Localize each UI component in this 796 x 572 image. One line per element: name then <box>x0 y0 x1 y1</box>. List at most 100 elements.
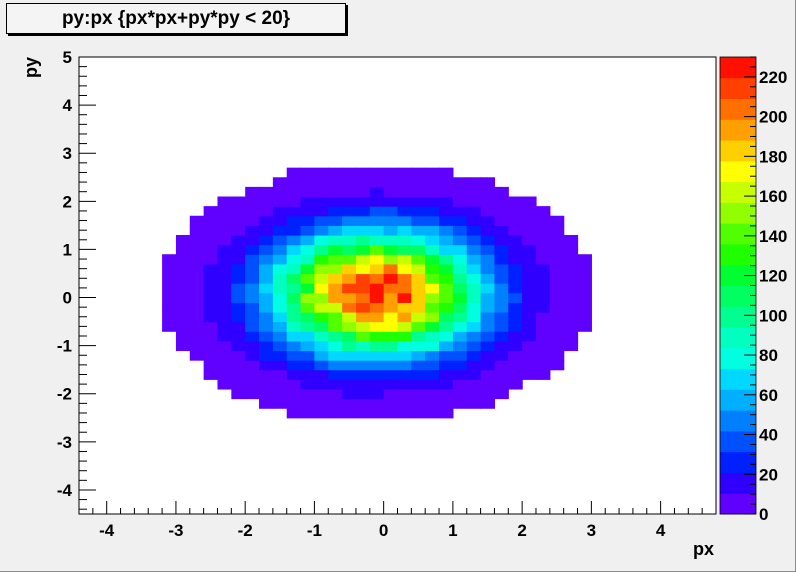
heatmap-cell <box>411 379 426 390</box>
heatmap-cell <box>494 340 509 352</box>
heatmap-cell <box>328 398 343 409</box>
heatmap-cell <box>245 321 260 332</box>
heatmap-cell <box>452 388 468 400</box>
heatmap-cell <box>162 263 177 275</box>
heatmap-cell <box>314 360 329 371</box>
heatmap-cell <box>397 283 412 294</box>
heatmap-cell <box>272 254 288 265</box>
heatmap-cell <box>466 283 482 294</box>
heatmap-cell <box>189 234 205 246</box>
heatmap-cell <box>217 292 232 303</box>
heatmap-cell <box>411 369 426 380</box>
heatmap-cell <box>259 388 274 400</box>
heatmap-cell <box>369 206 385 217</box>
heatmap-cell <box>245 292 260 303</box>
heatmap-cell <box>425 254 440 265</box>
heatmap-cell <box>397 225 412 236</box>
heatmap-cell <box>383 292 399 303</box>
heatmap-cell <box>245 196 260 207</box>
heatmap-cell <box>175 244 191 255</box>
heatmap-cell <box>328 186 343 198</box>
heatmap-cell <box>425 273 440 284</box>
heatmap-cell <box>342 177 357 188</box>
heatmap-cell <box>259 379 274 390</box>
heatmap-cell <box>286 186 302 198</box>
heatmap-cell <box>494 283 509 294</box>
heatmap-cell <box>328 302 343 313</box>
x-tick-label: -3 <box>168 521 183 540</box>
colorbar-segment <box>720 223 756 245</box>
heatmap-cell <box>272 321 288 332</box>
heatmap-cell <box>508 196 523 207</box>
heatmap-cell <box>355 283 371 294</box>
heatmap-cell <box>439 225 454 236</box>
heatmap-cell <box>549 321 565 332</box>
heatmap-cell <box>203 311 219 323</box>
heatmap-cell <box>355 225 371 236</box>
heatmap-cell <box>411 273 426 284</box>
heatmap-cell <box>480 350 496 361</box>
heatmap-cell <box>369 186 385 198</box>
heatmap-cell <box>175 331 191 342</box>
heatmap-cell <box>272 398 288 409</box>
heatmap-cell <box>452 350 468 361</box>
heatmap-cell <box>397 263 412 275</box>
heatmap-cell <box>272 273 288 284</box>
colorbar-segment <box>720 181 756 203</box>
heatmap-cell <box>217 206 232 217</box>
heatmap-cell <box>577 292 592 303</box>
heatmap-cell <box>411 186 426 198</box>
colorbar-tick-label: 80 <box>759 346 778 365</box>
heatmap-cell <box>383 177 399 188</box>
heatmap-cell <box>383 254 399 265</box>
heatmap-cell <box>355 273 371 284</box>
heatmap-cell <box>549 244 565 255</box>
heatmap-cell <box>452 302 468 313</box>
colorbar-segment <box>720 410 756 432</box>
x-tick-label: -4 <box>99 521 115 540</box>
heatmap-cell <box>245 379 260 390</box>
heatmap-cell <box>411 350 426 361</box>
x-tick-label: -1 <box>307 521 322 540</box>
heatmap-cell <box>397 215 412 226</box>
heatmap-cell <box>383 196 399 207</box>
heatmap-cell <box>397 321 412 332</box>
heatmap-cell <box>466 321 482 332</box>
heatmap-cell <box>162 292 177 303</box>
heatmap-cell <box>466 215 482 226</box>
heatmap-cell <box>563 311 579 323</box>
heatmap-cell <box>272 311 288 323</box>
heatmap-cell <box>203 244 219 255</box>
heatmap-cell <box>259 331 274 342</box>
colorbar-segment <box>720 347 756 370</box>
heatmap-cell <box>189 340 205 352</box>
heatmap-cell <box>563 302 579 313</box>
heatmap-cell <box>342 388 357 400</box>
heatmap-cell <box>466 273 482 284</box>
heatmap-cell <box>286 292 302 303</box>
heatmap-cell <box>508 234 523 246</box>
heatmap-cell <box>549 283 565 294</box>
heatmap-cell <box>563 283 579 294</box>
heatmap-cell <box>425 360 440 371</box>
heatmap-cell <box>411 388 426 400</box>
heatmap-cell <box>425 196 440 207</box>
heatmap-cell <box>314 254 329 265</box>
heatmap-cell <box>369 311 385 323</box>
heatmap-cell <box>272 244 288 255</box>
heatmap-cell <box>231 263 246 275</box>
heatmap-cell <box>425 167 440 178</box>
heatmap-cell <box>411 360 426 371</box>
heatmap-cell <box>522 360 537 371</box>
heatmap-cell <box>522 196 537 207</box>
heatmap-cell <box>300 398 316 409</box>
heatmap-cell <box>203 254 219 265</box>
heatmap-cell <box>411 302 426 313</box>
heatmap-cell <box>535 234 551 246</box>
heatmap-cell <box>300 234 316 246</box>
heatmap-cell <box>452 215 468 226</box>
heatmap-cell <box>314 215 329 226</box>
heatmap-cell <box>577 263 592 275</box>
heatmap-cell <box>439 215 454 226</box>
heatmap-cell <box>342 186 357 198</box>
